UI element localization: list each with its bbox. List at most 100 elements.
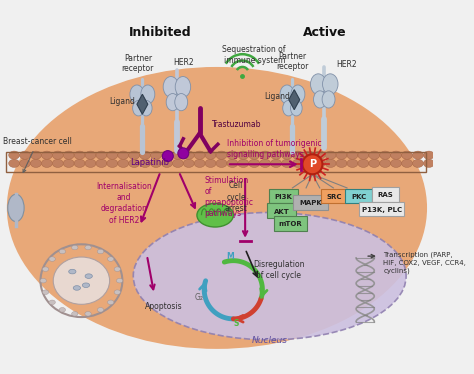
Ellipse shape: [347, 159, 358, 168]
Ellipse shape: [73, 286, 81, 290]
Ellipse shape: [162, 151, 173, 159]
Ellipse shape: [49, 257, 55, 261]
Ellipse shape: [141, 85, 155, 104]
Ellipse shape: [118, 151, 129, 159]
Ellipse shape: [313, 91, 327, 108]
FancyBboxPatch shape: [269, 189, 298, 203]
Ellipse shape: [42, 267, 49, 272]
Ellipse shape: [85, 312, 91, 316]
Ellipse shape: [291, 85, 305, 104]
Ellipse shape: [8, 194, 24, 221]
Ellipse shape: [49, 300, 55, 304]
Ellipse shape: [140, 151, 151, 159]
Ellipse shape: [238, 159, 249, 168]
Ellipse shape: [52, 159, 63, 168]
Text: Internalisation
and
degradation
of HER2: Internalisation and degradation of HER2: [96, 182, 152, 224]
Ellipse shape: [72, 312, 78, 316]
Ellipse shape: [151, 151, 162, 159]
Ellipse shape: [391, 159, 401, 168]
Text: G₂: G₂: [194, 292, 203, 301]
Ellipse shape: [292, 159, 303, 168]
Text: Cell
cycle
arrest: Cell cycle arrest: [225, 181, 247, 212]
Ellipse shape: [74, 151, 85, 159]
Ellipse shape: [183, 159, 194, 168]
Polygon shape: [289, 90, 300, 110]
Ellipse shape: [194, 151, 205, 159]
FancyBboxPatch shape: [320, 189, 348, 203]
Ellipse shape: [173, 151, 183, 159]
Ellipse shape: [205, 151, 216, 159]
Ellipse shape: [310, 74, 326, 95]
Text: Ligand: Ligand: [109, 97, 135, 106]
Text: P13K, PLC: P13K, PLC: [362, 207, 401, 213]
Ellipse shape: [412, 159, 423, 168]
Ellipse shape: [107, 159, 118, 168]
Ellipse shape: [108, 257, 114, 261]
Ellipse shape: [175, 77, 191, 97]
Ellipse shape: [53, 257, 109, 304]
Ellipse shape: [227, 159, 238, 168]
Text: Nucleus: Nucleus: [252, 336, 288, 345]
Ellipse shape: [336, 159, 347, 168]
FancyBboxPatch shape: [345, 189, 373, 203]
Text: mTOR: mTOR: [279, 221, 302, 227]
Ellipse shape: [166, 94, 179, 111]
Text: Inhibited: Inhibited: [129, 26, 192, 39]
Ellipse shape: [140, 100, 152, 116]
Ellipse shape: [85, 274, 92, 278]
Ellipse shape: [314, 159, 325, 168]
Ellipse shape: [369, 159, 380, 168]
FancyBboxPatch shape: [359, 202, 404, 216]
Ellipse shape: [260, 159, 271, 168]
Text: PI3K: PI3K: [274, 194, 292, 200]
Ellipse shape: [325, 159, 336, 168]
Ellipse shape: [249, 159, 260, 168]
Ellipse shape: [59, 249, 65, 254]
Ellipse shape: [271, 151, 282, 159]
Ellipse shape: [163, 151, 173, 162]
Ellipse shape: [314, 151, 325, 159]
Ellipse shape: [423, 151, 434, 159]
Ellipse shape: [59, 307, 65, 312]
Text: HER2: HER2: [336, 60, 357, 69]
Ellipse shape: [108, 300, 114, 304]
Ellipse shape: [85, 245, 91, 250]
Ellipse shape: [322, 91, 335, 108]
Ellipse shape: [69, 269, 76, 274]
Ellipse shape: [19, 151, 30, 159]
Text: Sequestration of
immune system: Sequestration of immune system: [222, 45, 286, 65]
Text: SRC: SRC: [327, 194, 342, 200]
Ellipse shape: [249, 151, 260, 159]
Text: Inhibition of tumorigenic
signalling pathways: Inhibition of tumorigenic signalling pat…: [227, 139, 321, 159]
Ellipse shape: [74, 159, 85, 168]
Ellipse shape: [391, 151, 401, 159]
Ellipse shape: [52, 151, 63, 159]
Ellipse shape: [302, 154, 322, 174]
Ellipse shape: [151, 159, 162, 168]
FancyBboxPatch shape: [267, 203, 296, 218]
Ellipse shape: [401, 159, 412, 168]
Ellipse shape: [19, 159, 30, 168]
Ellipse shape: [163, 77, 179, 97]
FancyBboxPatch shape: [372, 187, 399, 202]
Ellipse shape: [96, 151, 107, 159]
FancyBboxPatch shape: [274, 216, 307, 231]
Ellipse shape: [30, 151, 41, 159]
Ellipse shape: [114, 290, 120, 294]
Ellipse shape: [133, 100, 144, 116]
Ellipse shape: [380, 159, 391, 168]
Ellipse shape: [173, 159, 183, 168]
Ellipse shape: [291, 100, 302, 116]
Ellipse shape: [358, 159, 369, 168]
Text: P: P: [309, 159, 316, 169]
Ellipse shape: [322, 74, 338, 95]
Ellipse shape: [130, 85, 144, 104]
Ellipse shape: [85, 151, 96, 159]
Ellipse shape: [205, 159, 216, 168]
Ellipse shape: [423, 159, 434, 168]
Text: Stimulation
of
proapoptotic
pathways: Stimulation of proapoptotic pathways: [204, 176, 253, 218]
Text: PKC: PKC: [351, 194, 366, 200]
Ellipse shape: [216, 151, 227, 159]
Ellipse shape: [82, 283, 90, 288]
Text: HER2: HER2: [173, 58, 193, 67]
